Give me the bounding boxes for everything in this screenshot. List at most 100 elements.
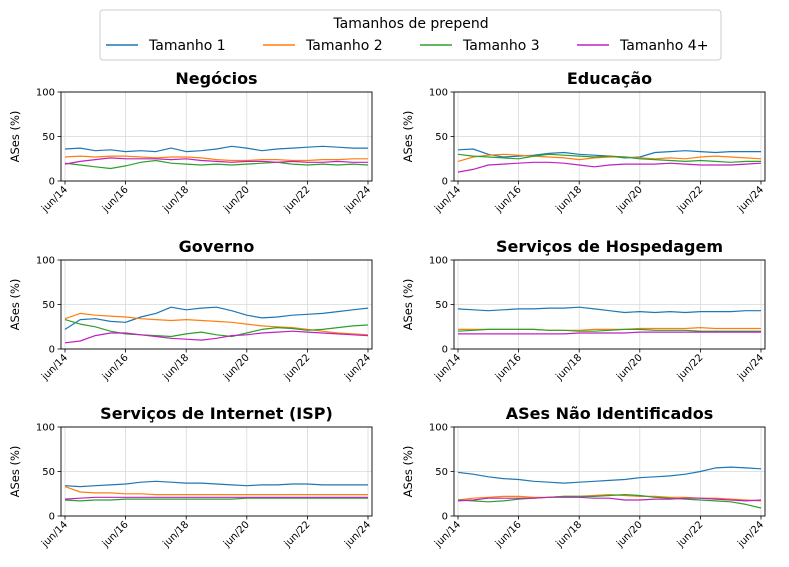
y-axis-label: ASes (%) bbox=[8, 446, 22, 498]
x-tick-label: jun/20 bbox=[221, 352, 252, 383]
series-line bbox=[64, 306, 369, 330]
panel-6: ASes Não Identificados 0 50 100 jun/14 jun/16… bbox=[401, 404, 766, 550]
x-tick-label: jun/22 bbox=[282, 352, 313, 383]
y-tick-label: 0 bbox=[49, 512, 55, 523]
x-tick-label: jun/20 bbox=[221, 519, 252, 550]
y-tick-label: 100 bbox=[36, 88, 55, 99]
x-tick-label: jun/20 bbox=[614, 519, 645, 550]
y-tick-label: 100 bbox=[429, 256, 448, 267]
x-tick-label: jun/22 bbox=[675, 352, 706, 383]
x-tick-label: jun/14 bbox=[39, 184, 70, 215]
series-line bbox=[457, 306, 761, 314]
x-tick-label: jun/16 bbox=[493, 352, 524, 383]
y-axis-label: ASes (%) bbox=[401, 446, 415, 498]
x-tick-label: jun/20 bbox=[614, 352, 645, 383]
x-tick-label: jun/18 bbox=[161, 352, 192, 383]
series-line bbox=[64, 159, 369, 170]
x-tick-label: jun/16 bbox=[100, 184, 131, 215]
legend-entry-4: Tamanho 4+ bbox=[577, 38, 708, 54]
panels: Negócios 0 50 100 jun/14 jun/16 jun/18 jun/20 ju… bbox=[8, 69, 766, 550]
legend-label-2: Tamanho 2 bbox=[305, 38, 383, 54]
series-line bbox=[64, 157, 368, 165]
series-line bbox=[458, 331, 761, 335]
x-tick-label: jun/24 bbox=[735, 519, 766, 550]
x-tick-label: jun/18 bbox=[554, 352, 585, 383]
x-tick-label: jun/18 bbox=[554, 519, 585, 550]
legend-frame bbox=[99, 9, 722, 61]
y-tick-label: 0 bbox=[442, 345, 448, 356]
x-tick-label: jun/16 bbox=[100, 519, 131, 550]
x-tick-label: jun/14 bbox=[39, 352, 70, 383]
panel-2: Educação 0 50 100 jun/14 jun/16 jun/18 jun/20 ju… bbox=[401, 69, 766, 215]
legend: Tamanhos de prepend Tamanho 1 Tamanho 2 … bbox=[99, 9, 722, 61]
panel-4: Serviços de Hospedagem 0 50 100 jun/14 jun/16… bbox=[401, 237, 766, 383]
y-tick-label: 50 bbox=[435, 467, 448, 478]
panel-title: Serviços de Hospedagem bbox=[496, 237, 723, 256]
y-tick-label: 0 bbox=[442, 512, 448, 523]
legend-entry-1: Tamanho 1 bbox=[106, 38, 226, 54]
legend-label-3: Tamanho 3 bbox=[462, 38, 540, 54]
panel-5: Serviços de Internet (ISP) 0 50 100 jun/14 ju… bbox=[8, 404, 373, 550]
y-tick-label: 0 bbox=[49, 177, 55, 188]
series-line bbox=[457, 161, 762, 173]
panel-3: Governo 0 50 100 jun/14 jun/16 jun/18 jun/20 jun… bbox=[8, 237, 373, 383]
legend-entry-3: Tamanho 3 bbox=[420, 38, 540, 54]
x-tick-label: jun/14 bbox=[432, 519, 463, 550]
y-tick-label: 50 bbox=[42, 132, 55, 143]
legend-label-1: Tamanho 1 bbox=[148, 38, 226, 54]
panel-1: Negócios 0 50 100 jun/14 jun/16 jun/18 jun/20 ju… bbox=[8, 69, 373, 215]
y-axis-label: ASes (%) bbox=[401, 279, 415, 331]
series-line bbox=[64, 312, 369, 336]
y-tick-label: 50 bbox=[42, 467, 55, 478]
series-line bbox=[457, 328, 761, 332]
y-tick-label: 100 bbox=[36, 256, 55, 267]
x-tick-label: jun/18 bbox=[161, 184, 192, 215]
series-line bbox=[457, 496, 762, 502]
x-tick-label: jun/24 bbox=[342, 184, 373, 215]
y-tick-label: 100 bbox=[429, 423, 448, 434]
panel-title: Negócios bbox=[175, 69, 257, 88]
x-tick-label: jun/20 bbox=[614, 184, 645, 215]
x-tick-label: jun/22 bbox=[675, 519, 706, 550]
x-tick-label: jun/20 bbox=[221, 184, 252, 215]
y-tick-label: 50 bbox=[42, 300, 55, 311]
x-tick-label: jun/14 bbox=[432, 184, 463, 215]
series-line bbox=[64, 330, 369, 344]
legend-entry-2: Tamanho 2 bbox=[263, 38, 383, 54]
x-tick-label: jun/24 bbox=[735, 184, 766, 215]
x-tick-label: jun/14 bbox=[39, 519, 70, 550]
x-tick-label: jun/22 bbox=[282, 519, 313, 550]
y-tick-label: 0 bbox=[49, 345, 55, 356]
series-line bbox=[64, 480, 368, 488]
x-tick-label: jun/24 bbox=[735, 352, 766, 383]
panel-title: Governo bbox=[179, 237, 255, 256]
legend-title: Tamanhos de prepend bbox=[332, 16, 488, 32]
y-tick-label: 0 bbox=[442, 177, 448, 188]
series-line bbox=[64, 145, 368, 153]
series-line bbox=[457, 153, 761, 163]
series-line bbox=[64, 319, 369, 338]
y-axis-label: ASes (%) bbox=[8, 279, 22, 331]
panel-title: Educação bbox=[567, 69, 652, 88]
series-line bbox=[457, 153, 762, 162]
x-tick-label: jun/16 bbox=[493, 184, 524, 215]
y-axis-label: ASes (%) bbox=[8, 111, 22, 163]
y-tick-label: 50 bbox=[435, 132, 448, 143]
x-tick-label: jun/18 bbox=[161, 519, 192, 550]
x-tick-label: jun/16 bbox=[493, 519, 524, 550]
legend-label-4: Tamanho 4+ bbox=[619, 38, 708, 54]
series-line bbox=[64, 497, 368, 502]
series-line bbox=[64, 496, 368, 500]
series-line bbox=[457, 466, 762, 484]
x-tick-label: jun/18 bbox=[554, 184, 585, 215]
x-tick-label: jun/22 bbox=[282, 184, 313, 215]
x-tick-label: jun/22 bbox=[675, 184, 706, 215]
x-tick-label: jun/16 bbox=[100, 352, 131, 383]
y-tick-label: 100 bbox=[429, 88, 448, 99]
series-line bbox=[457, 494, 762, 509]
series-line bbox=[64, 155, 368, 162]
y-tick-label: 100 bbox=[36, 423, 55, 434]
y-axis-label: ASes (%) bbox=[401, 111, 415, 163]
x-tick-label: jun/14 bbox=[432, 352, 463, 383]
